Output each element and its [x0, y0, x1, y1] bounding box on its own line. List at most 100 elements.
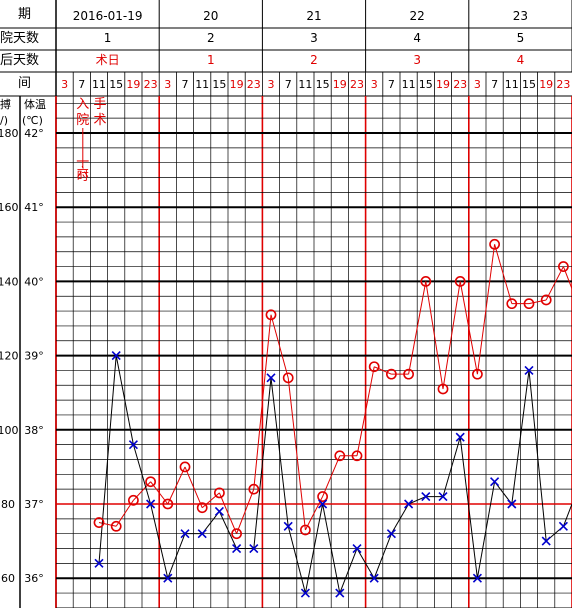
- pulse-segment: [374, 366, 392, 375]
- temp-point: [283, 521, 293, 531]
- pulse-segment: [287, 377, 306, 531]
- temp-point-stroke: [128, 440, 138, 450]
- temp-point-stroke: [197, 529, 207, 539]
- temp-segment: [150, 503, 169, 579]
- pulse-point: [265, 309, 277, 321]
- header-hour: 19: [539, 78, 553, 91]
- temp-point-stroke: [146, 499, 156, 509]
- temp-point: [558, 521, 568, 531]
- temp-point-stroke: [266, 373, 276, 383]
- temp-point: [146, 499, 156, 509]
- event-char: 手: [93, 97, 106, 112]
- axes: 搏 /) 体温 (℃) 42° 180 41° 160 40° 140 39° 120 38° 1…: [0, 97, 46, 585]
- header-hour: 15: [316, 78, 330, 91]
- event-char: 入: [76, 97, 89, 112]
- pulse-point: [454, 275, 466, 287]
- header-hour: 23: [247, 78, 261, 91]
- pulse-point: [420, 275, 432, 287]
- temp-axis-unit: (℃): [22, 114, 43, 127]
- temp-point-stroke: [490, 477, 500, 487]
- temp-segment-edge: [562, 503, 572, 527]
- temp-point: [455, 432, 465, 442]
- temp-point: [111, 351, 121, 361]
- pulse-segment: [459, 281, 478, 375]
- pulse-point: [403, 368, 414, 380]
- pulse-point: [110, 520, 122, 532]
- pulse-segment: [442, 281, 461, 390]
- header-hour: 7: [182, 78, 189, 91]
- temp-point-stroke: [249, 543, 259, 554]
- temp-point: [163, 573, 173, 583]
- temp-point: [524, 365, 534, 376]
- temp-point-stroke: [318, 499, 328, 509]
- temp-segment: [270, 377, 289, 527]
- header-date: 2016-01-19: [73, 9, 143, 23]
- pulse-axis-title: 搏: [0, 97, 11, 111]
- temp-point: [180, 529, 190, 539]
- header-hour: 3: [268, 78, 275, 91]
- header-postop-day: 2: [310, 53, 318, 67]
- temp-point: [541, 536, 551, 546]
- header-date: 21: [306, 9, 321, 23]
- header-postop-day: 术日: [96, 53, 120, 67]
- pulse-point: [540, 294, 552, 306]
- event-char: 一: [76, 155, 89, 170]
- temp-point-stroke: [438, 492, 448, 502]
- temp-tick-label: 36°: [24, 572, 44, 585]
- header-postop-days-label: 后天数: [0, 53, 39, 68]
- pulse-tick-label: 120: [0, 350, 19, 363]
- header-hour: 19: [230, 78, 244, 91]
- temp-tick-label: 37°: [24, 498, 44, 511]
- temp-segment: [511, 370, 530, 505]
- pulse-point: [299, 524, 311, 536]
- header-hospital-day: 3: [310, 31, 318, 45]
- pulse-tick-label: 180: [0, 127, 19, 140]
- temp-point-stroke: [335, 588, 345, 598]
- temp-point: [386, 529, 396, 539]
- temp-point: [438, 492, 448, 502]
- temp-point-stroke: [386, 529, 396, 539]
- header-date: 20: [203, 9, 218, 23]
- temp-point: [266, 373, 276, 383]
- header-hospital-day: 2: [207, 31, 215, 45]
- series: [93, 238, 572, 598]
- header-hour: 11: [298, 78, 312, 91]
- event-char: 院: [76, 113, 89, 128]
- header-hour: 3: [371, 78, 378, 91]
- temp-point-stroke: [421, 492, 431, 502]
- temp-point: [318, 499, 328, 509]
- header-hour: 3: [164, 78, 171, 91]
- temp-point-stroke: [214, 506, 224, 516]
- header-hour: 11: [195, 78, 209, 91]
- pulse-point: [489, 238, 500, 250]
- header-hospital-day: 5: [517, 31, 525, 45]
- event-char: 术: [93, 113, 106, 128]
- header-hour: 19: [436, 78, 450, 91]
- header-hospital-day: 1: [104, 31, 112, 45]
- header-hour: 15: [419, 78, 433, 91]
- header-date-label: 期: [18, 7, 31, 22]
- temp-segment: [408, 496, 426, 505]
- temp-segment: [322, 503, 341, 594]
- temp-segment: [218, 511, 238, 549]
- pulse-point: [558, 261, 569, 272]
- pulse-axis-unit: /): [0, 114, 8, 127]
- header-time-label: 间: [18, 76, 31, 91]
- header-hour: 7: [78, 78, 85, 91]
- temp-segment: [115, 355, 134, 445]
- header-hospital-day: 4: [413, 31, 421, 45]
- temp-segment: [390, 503, 410, 534]
- pulse-tick-label: 80: [1, 498, 15, 511]
- temp-point: [490, 477, 500, 487]
- pulse-segment: [184, 466, 203, 508]
- pulse-segment: [408, 281, 427, 375]
- temp-point-stroke: [163, 573, 173, 583]
- pulse-point: [127, 494, 139, 506]
- pulse-segment-edge: [562, 266, 572, 290]
- temp-point-stroke: [283, 521, 293, 531]
- temp-point: [352, 543, 362, 554]
- header-hour: 7: [285, 78, 292, 91]
- header-hour: 23: [144, 78, 158, 91]
